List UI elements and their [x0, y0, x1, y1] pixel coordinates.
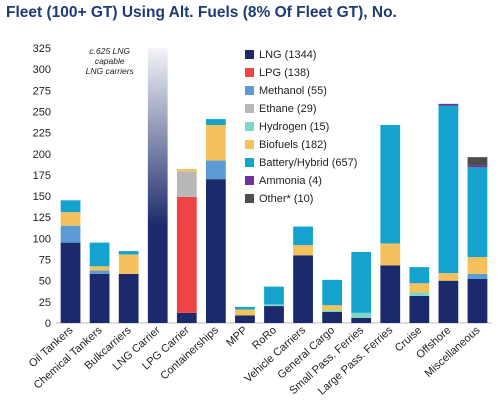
bar-segment	[438, 103, 459, 106]
legend-swatch	[245, 68, 254, 77]
y-tick-label: 0	[45, 318, 51, 330]
bar-segment	[147, 48, 168, 323]
y-tick-label: 275	[33, 85, 51, 97]
y-tick-label: 100	[33, 233, 51, 245]
legend-swatch	[245, 176, 254, 185]
bar-segment	[205, 119, 226, 125]
bar-segment	[235, 309, 255, 316]
y-tick-label: 225	[33, 128, 51, 140]
bar-segment	[293, 226, 313, 246]
bar-segment	[322, 312, 343, 323]
bar-segment	[264, 304, 284, 307]
y-tick-label: 50	[39, 276, 51, 288]
legend-label: Methanol (55)	[259, 85, 327, 97]
bar-segment	[351, 317, 372, 323]
bar-segment	[380, 243, 401, 266]
bars	[60, 48, 488, 323]
y-tick-label: 75	[39, 255, 51, 267]
bar-segment	[322, 279, 343, 306]
chart-title: Fleet (100+ GT) Using Alt. Fuels (8% Of …	[6, 4, 397, 21]
bar-segment	[60, 200, 81, 213]
y-tick-label: 150	[33, 191, 51, 203]
bar-segment	[351, 251, 372, 313]
legend-label: Biofuels (182)	[259, 139, 327, 151]
bar-segment	[176, 312, 197, 323]
legend-swatch	[245, 86, 254, 95]
bar-segment	[467, 273, 488, 279]
bar-segment	[205, 125, 226, 161]
bar-segment	[293, 255, 313, 323]
legend-swatch	[245, 194, 254, 203]
bar-segment	[176, 169, 197, 172]
bar-segment	[467, 165, 488, 168]
bar-segment	[176, 171, 197, 197]
bar-segment	[293, 245, 313, 256]
bar-segment	[205, 160, 226, 180]
annotation-line: c.625 LNG	[89, 46, 130, 56]
legend-swatch	[245, 122, 254, 131]
legend-label: LNG (1344)	[259, 49, 316, 61]
legend-label: Other* (10)	[259, 193, 313, 205]
bar-segment	[438, 280, 459, 323]
y-tick-label: 300	[33, 64, 51, 76]
annotation-line: capable	[95, 56, 125, 66]
legend-swatch	[245, 50, 254, 59]
bar-segment	[60, 225, 81, 243]
bar-segment	[409, 292, 430, 296]
y-tick-label: 250	[33, 106, 51, 118]
y-tick-label: 175	[33, 170, 51, 182]
legend-label: Battery/Hybrid (657)	[259, 157, 357, 169]
bar-segment	[60, 212, 81, 226]
bar-segment	[118, 251, 139, 255]
annotation-line: LNG carriers	[86, 66, 135, 76]
legend-label: Ethane (29)	[259, 103, 316, 115]
bar-segment	[89, 266, 110, 271]
legend-swatch	[245, 158, 254, 167]
legend-label: Hydrogen (15)	[259, 121, 329, 133]
bar-segment	[89, 242, 110, 267]
bar-segment	[467, 167, 488, 257]
legend: LNG (1344) LPG (138) Methanol (55) Ethane (…	[245, 49, 357, 205]
bar-segment	[409, 283, 430, 293]
y-tick-label: 125	[33, 212, 51, 224]
bar-segment	[205, 179, 226, 323]
legend-swatch	[245, 104, 254, 113]
bar-segment	[380, 125, 401, 244]
y-tick-label: 325	[33, 43, 51, 55]
legend-label: LPG (138)	[259, 67, 310, 79]
bar-segment	[351, 312, 372, 318]
bar-segment	[380, 265, 401, 323]
y-tick-label: 200	[33, 149, 51, 161]
bar-segment	[438, 105, 459, 274]
bar-segment	[322, 305, 343, 311]
bar-segment	[322, 310, 343, 312]
y-tick-label: 25	[39, 297, 51, 309]
bar-segment	[118, 273, 139, 323]
bar-segment	[235, 315, 255, 323]
legend-swatch	[245, 140, 254, 149]
bar-segment	[467, 157, 488, 166]
bar-segment	[235, 306, 255, 310]
bar-segment	[409, 267, 430, 284]
category-label: MPP	[224, 324, 250, 349]
bar-segment	[60, 242, 81, 323]
bar-segment	[89, 273, 110, 323]
bar-segment	[467, 257, 488, 274]
bar-segment	[118, 254, 139, 274]
bar-segment	[264, 286, 284, 305]
bar-segment	[264, 306, 284, 323]
bar-segment	[438, 273, 459, 281]
bar-segment	[467, 279, 488, 323]
bar-segment	[89, 270, 110, 274]
legend-label: Ammonia (4)	[259, 175, 322, 187]
bar-segment	[409, 295, 430, 323]
bar-segment	[176, 196, 197, 313]
